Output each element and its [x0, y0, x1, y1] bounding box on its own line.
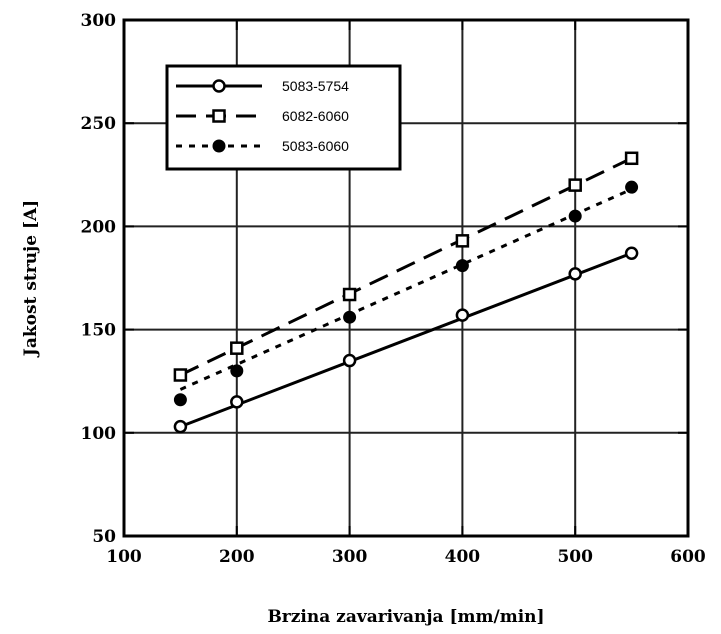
series-lines [179, 156, 633, 429]
series-2-point [568, 178, 582, 192]
series-1-point [173, 419, 188, 434]
series-3-point [625, 180, 639, 194]
y-tick-labels: 50 100 150 200 250 300 [81, 11, 117, 547]
series-markers [173, 151, 639, 434]
legend-label-3: 5083-6060 [282, 138, 349, 154]
series-2-point [230, 341, 244, 355]
legend-marker-3 [212, 139, 226, 153]
series-3-point [173, 393, 187, 407]
series-1-point [624, 246, 639, 260]
y-tick-label: 200 [81, 217, 117, 237]
series-1-point [455, 308, 470, 322]
legend-box [165, 64, 402, 171]
series-3-point [455, 259, 469, 273]
y-tick-label: 300 [81, 11, 117, 31]
x-tick-labels: 100 200 300 400 500 600 [106, 547, 706, 567]
series-2-point [624, 151, 639, 166]
legend-items: 5083-5754 6082-6060 5083-6060 [176, 78, 349, 154]
y-tick-label: 50 [92, 527, 116, 547]
y-tick-label: 250 [81, 114, 117, 134]
x-tick-label: 300 [332, 547, 368, 567]
legend-label-1: 5083-5754 [282, 78, 349, 94]
legend-label-2: 6082-6060 [282, 108, 349, 124]
x-tick-label: 100 [106, 547, 142, 567]
x-tick-label: 400 [445, 547, 481, 567]
legend-marker-1 [212, 79, 226, 93]
series-line-1 [179, 251, 633, 429]
y-tick-label: 150 [81, 321, 117, 341]
series-line-3 [179, 187, 633, 391]
y-tick-label: 100 [81, 424, 117, 444]
series-3-point [343, 310, 357, 324]
series-line-2 [179, 156, 633, 377]
x-axis-title: Brzina zavarivanja [mm/min] [267, 607, 544, 627]
series-3-point [568, 209, 582, 223]
series-2-point [342, 287, 357, 302]
y-axis-title: Jakost struje [A] [21, 200, 41, 358]
legend: 5083-5754 6082-6060 5083-6060 [165, 64, 402, 171]
tick-marks [123, 19, 689, 537]
legend-marker-2 [212, 109, 226, 123]
series-1-point [342, 353, 357, 368]
series-1-point [230, 395, 244, 409]
x-tick-label: 600 [670, 547, 706, 567]
series-3-point [230, 364, 244, 378]
x-tick-label: 200 [219, 547, 255, 567]
x-tick-label: 500 [557, 547, 593, 567]
series-1-point [568, 267, 582, 281]
series-2-point [455, 234, 470, 248]
series-2-point [173, 368, 188, 382]
